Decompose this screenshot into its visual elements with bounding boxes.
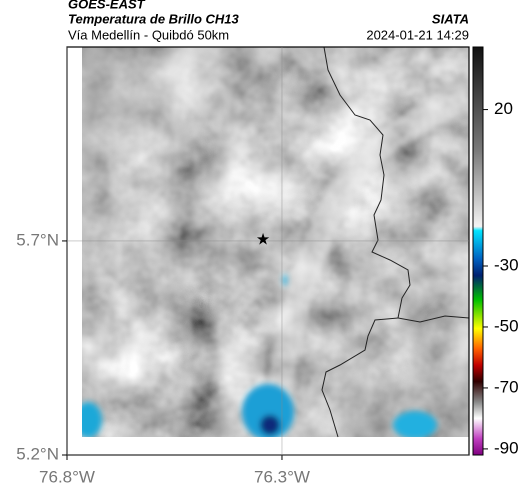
x-tick-label: 76.8°W <box>39 467 95 486</box>
colorbar-label: 20 <box>494 99 513 118</box>
timestamp: 2024-01-21 14:29 <box>366 27 469 42</box>
route: Vía Medellín - Quibdó 50km <box>68 27 229 42</box>
x-tick-label: 76.3°W <box>254 467 310 486</box>
product: Temperatura de Brillo CH13 <box>68 11 240 26</box>
colorbar-label: -70 <box>494 377 519 396</box>
source: SIATA <box>432 11 469 26</box>
y-tick-label: 5.2°N <box>16 444 59 463</box>
border <box>323 46 470 323</box>
colorbar-label: -50 <box>494 316 519 335</box>
location-marker: ★ <box>256 232 270 249</box>
colorbar <box>472 46 484 456</box>
y-tick-label: 5.7°N <box>16 230 59 249</box>
colorbar-label: -30 <box>494 255 519 274</box>
satellite: GOES-EAST <box>68 0 146 11</box>
satellite-image <box>82 47 469 437</box>
colorbar-label: -90 <box>494 438 519 457</box>
border <box>321 317 399 438</box>
